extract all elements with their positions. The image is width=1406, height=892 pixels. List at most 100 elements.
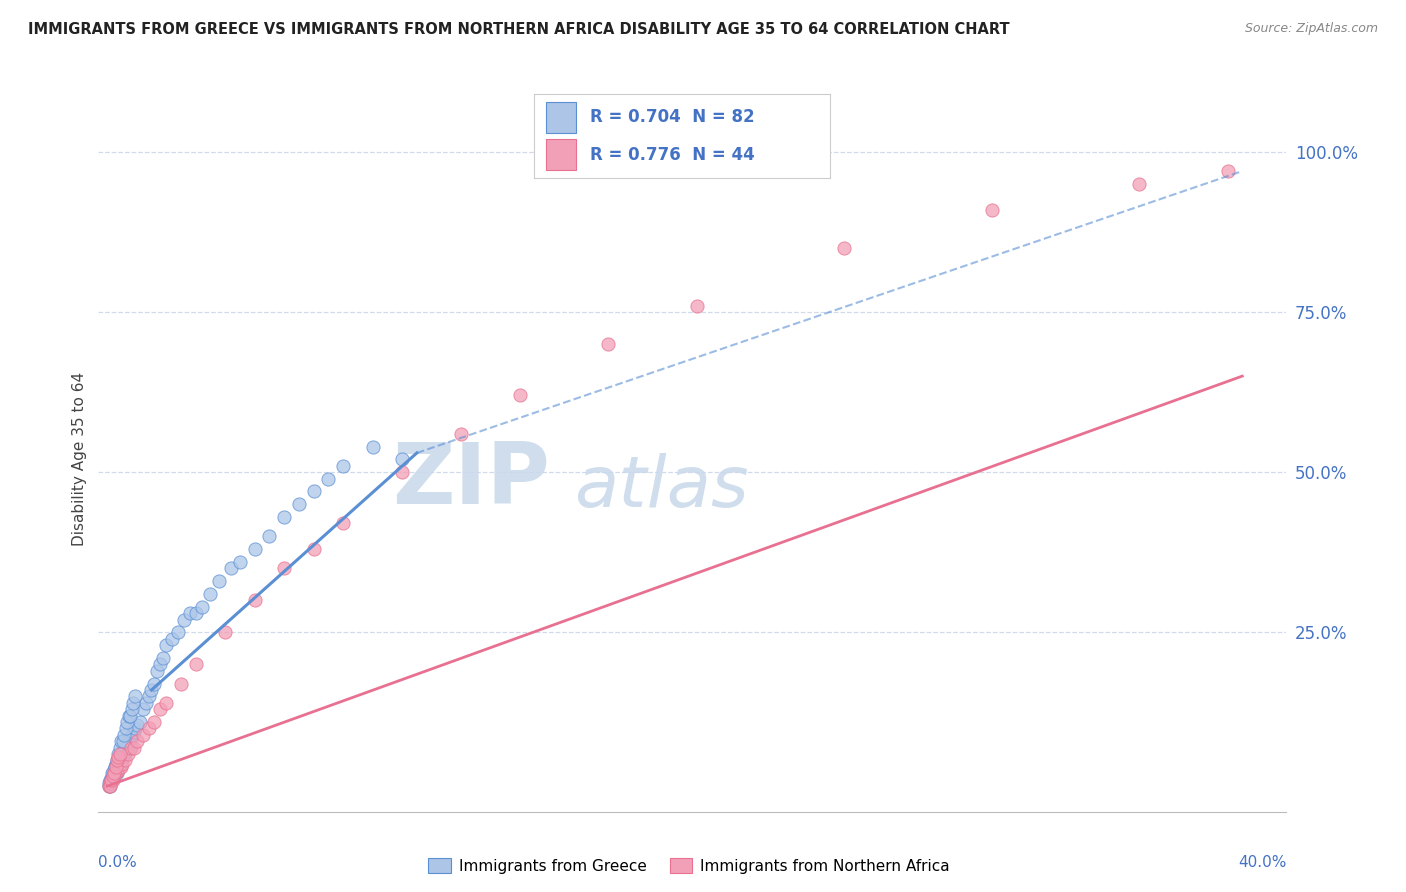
Point [104, 760, 127, 774]
Point [98, 772, 121, 787]
Point [105, 756, 128, 771]
Point [173, 613, 195, 627]
Point [104, 760, 127, 774]
Point [97, 779, 120, 793]
Point [332, 516, 354, 531]
Text: ZIP: ZIP [392, 439, 550, 522]
Point [98, 776, 121, 790]
Point [509, 388, 531, 402]
Point [107, 760, 129, 774]
Point [114, 740, 136, 755]
Point [104, 766, 127, 780]
Point [138, 722, 160, 736]
Point [219, 561, 242, 575]
Point [122, 696, 145, 710]
Point [229, 555, 252, 569]
Point [141, 683, 163, 698]
Point [107, 754, 129, 768]
Point [107, 750, 129, 764]
Point [103, 763, 125, 777]
Point [302, 542, 325, 557]
FancyBboxPatch shape [546, 139, 575, 169]
Text: 0.0%: 0.0% [98, 855, 138, 870]
Point [105, 766, 128, 780]
Point [152, 651, 174, 665]
Point [100, 772, 122, 787]
Point [112, 744, 135, 758]
Point [101, 769, 124, 784]
Point [101, 766, 124, 780]
Point [121, 702, 143, 716]
Point [391, 452, 413, 467]
Text: R = 0.704  N = 82: R = 0.704 N = 82 [591, 109, 755, 127]
Point [980, 202, 1002, 217]
Point [117, 747, 139, 761]
Point [103, 766, 125, 780]
Point [143, 714, 166, 729]
Point [110, 734, 132, 748]
Point [108, 756, 131, 771]
Point [391, 465, 413, 479]
Point [105, 754, 128, 768]
Point [143, 676, 166, 690]
Point [832, 241, 855, 255]
Point [160, 632, 183, 646]
Point [302, 484, 325, 499]
Point [214, 625, 236, 640]
Point [598, 337, 620, 351]
Point [125, 734, 148, 748]
Text: atlas: atlas [574, 453, 748, 522]
Point [100, 772, 122, 787]
Point [273, 510, 295, 524]
Point [167, 625, 190, 640]
Point [155, 638, 177, 652]
Point [131, 702, 153, 716]
Point [1216, 164, 1239, 178]
Point [124, 690, 146, 704]
Legend: Immigrants from Greece, Immigrants from Northern Africa: Immigrants from Greece, Immigrants from … [422, 852, 956, 880]
Point [118, 708, 141, 723]
Point [120, 731, 142, 745]
Point [108, 750, 131, 764]
Point [101, 766, 124, 780]
Point [105, 754, 128, 768]
Point [146, 664, 169, 678]
Point [128, 714, 150, 729]
Point [100, 772, 122, 787]
Point [100, 772, 122, 787]
Text: Source: ZipAtlas.com: Source: ZipAtlas.com [1244, 22, 1378, 36]
Point [111, 756, 134, 771]
Point [112, 747, 135, 761]
Point [1128, 177, 1150, 191]
Point [450, 426, 472, 441]
Point [361, 440, 384, 454]
Point [208, 574, 231, 588]
Point [111, 747, 134, 761]
FancyBboxPatch shape [546, 103, 575, 133]
Text: 40.0%: 40.0% [1239, 855, 1286, 870]
Point [110, 747, 132, 761]
Point [122, 740, 145, 755]
Point [103, 766, 125, 780]
Point [108, 740, 131, 755]
Point [318, 472, 340, 486]
Point [259, 529, 281, 543]
Point [98, 776, 121, 790]
Point [122, 724, 145, 739]
Point [121, 728, 143, 742]
Point [112, 728, 135, 742]
Point [170, 676, 193, 690]
Point [111, 734, 134, 748]
Point [288, 497, 311, 511]
Point [104, 760, 127, 774]
Point [107, 747, 129, 761]
Y-axis label: Disability Age 35 to 64: Disability Age 35 to 64 [72, 372, 87, 547]
Point [97, 779, 120, 793]
Point [686, 299, 709, 313]
Point [243, 593, 266, 607]
Point [100, 769, 122, 784]
Point [111, 750, 134, 764]
Text: IMMIGRANTS FROM GREECE VS IMMIGRANTS FROM NORTHERN AFRICA DISABILITY AGE 35 TO 6: IMMIGRANTS FROM GREECE VS IMMIGRANTS FRO… [28, 22, 1010, 37]
Point [101, 766, 124, 780]
Point [120, 740, 142, 755]
